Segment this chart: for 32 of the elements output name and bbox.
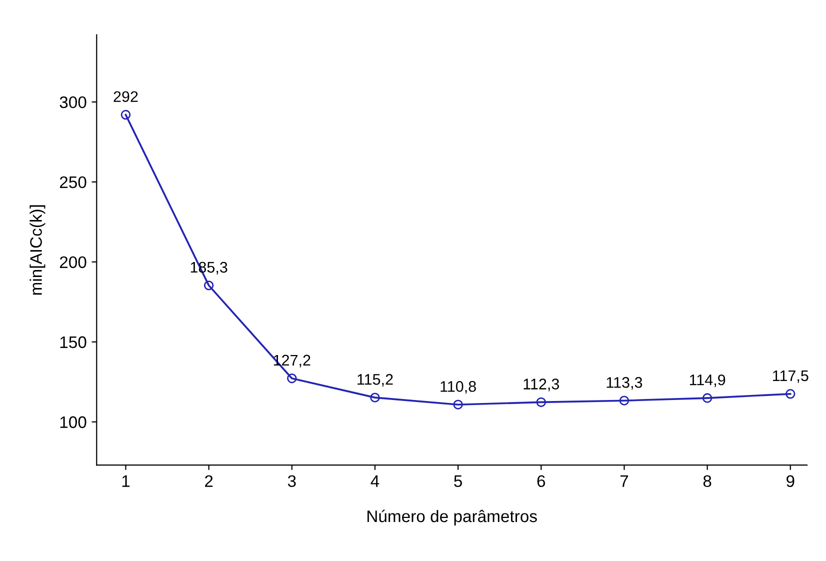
x-tick-label: 5 xyxy=(454,475,462,488)
y-tick-label: 150 xyxy=(60,336,86,348)
point xyxy=(619,396,630,406)
data-label: 113,3 xyxy=(606,377,642,390)
point xyxy=(204,280,214,290)
point xyxy=(453,400,463,410)
point xyxy=(536,397,546,408)
data-label: 115,2 xyxy=(358,374,393,387)
x-tick-label: 6 xyxy=(537,475,546,488)
point xyxy=(287,374,297,384)
point xyxy=(370,392,380,402)
x-tick-label: 7 xyxy=(620,475,628,487)
data-label: 112,3 xyxy=(524,378,560,392)
y-tick-label: 250 xyxy=(60,176,86,188)
data-label: 292 xyxy=(114,91,138,102)
x-tick-label: 9 xyxy=(786,475,794,488)
x-tick-label: 1 xyxy=(122,475,130,487)
data-label: 117,5 xyxy=(773,370,808,383)
x-tick-label: 4 xyxy=(370,475,380,487)
x-axis-title: Número de parâmetros xyxy=(368,510,537,526)
y-tick-label: 300 xyxy=(60,96,86,108)
y-axis-title: min[AICc(k)] xyxy=(30,205,46,295)
point xyxy=(786,389,796,399)
y-tick-label: 200 xyxy=(60,256,86,268)
x-tick-label: 2 xyxy=(205,475,213,487)
data-label: 114,9 xyxy=(690,374,726,388)
x-tick-label: 8 xyxy=(703,475,712,488)
x-tick-label: 3 xyxy=(288,475,296,488)
y-tick-label: 100 xyxy=(60,416,86,428)
data-label: 110,8 xyxy=(440,381,476,394)
point xyxy=(702,393,712,403)
point xyxy=(120,110,131,120)
